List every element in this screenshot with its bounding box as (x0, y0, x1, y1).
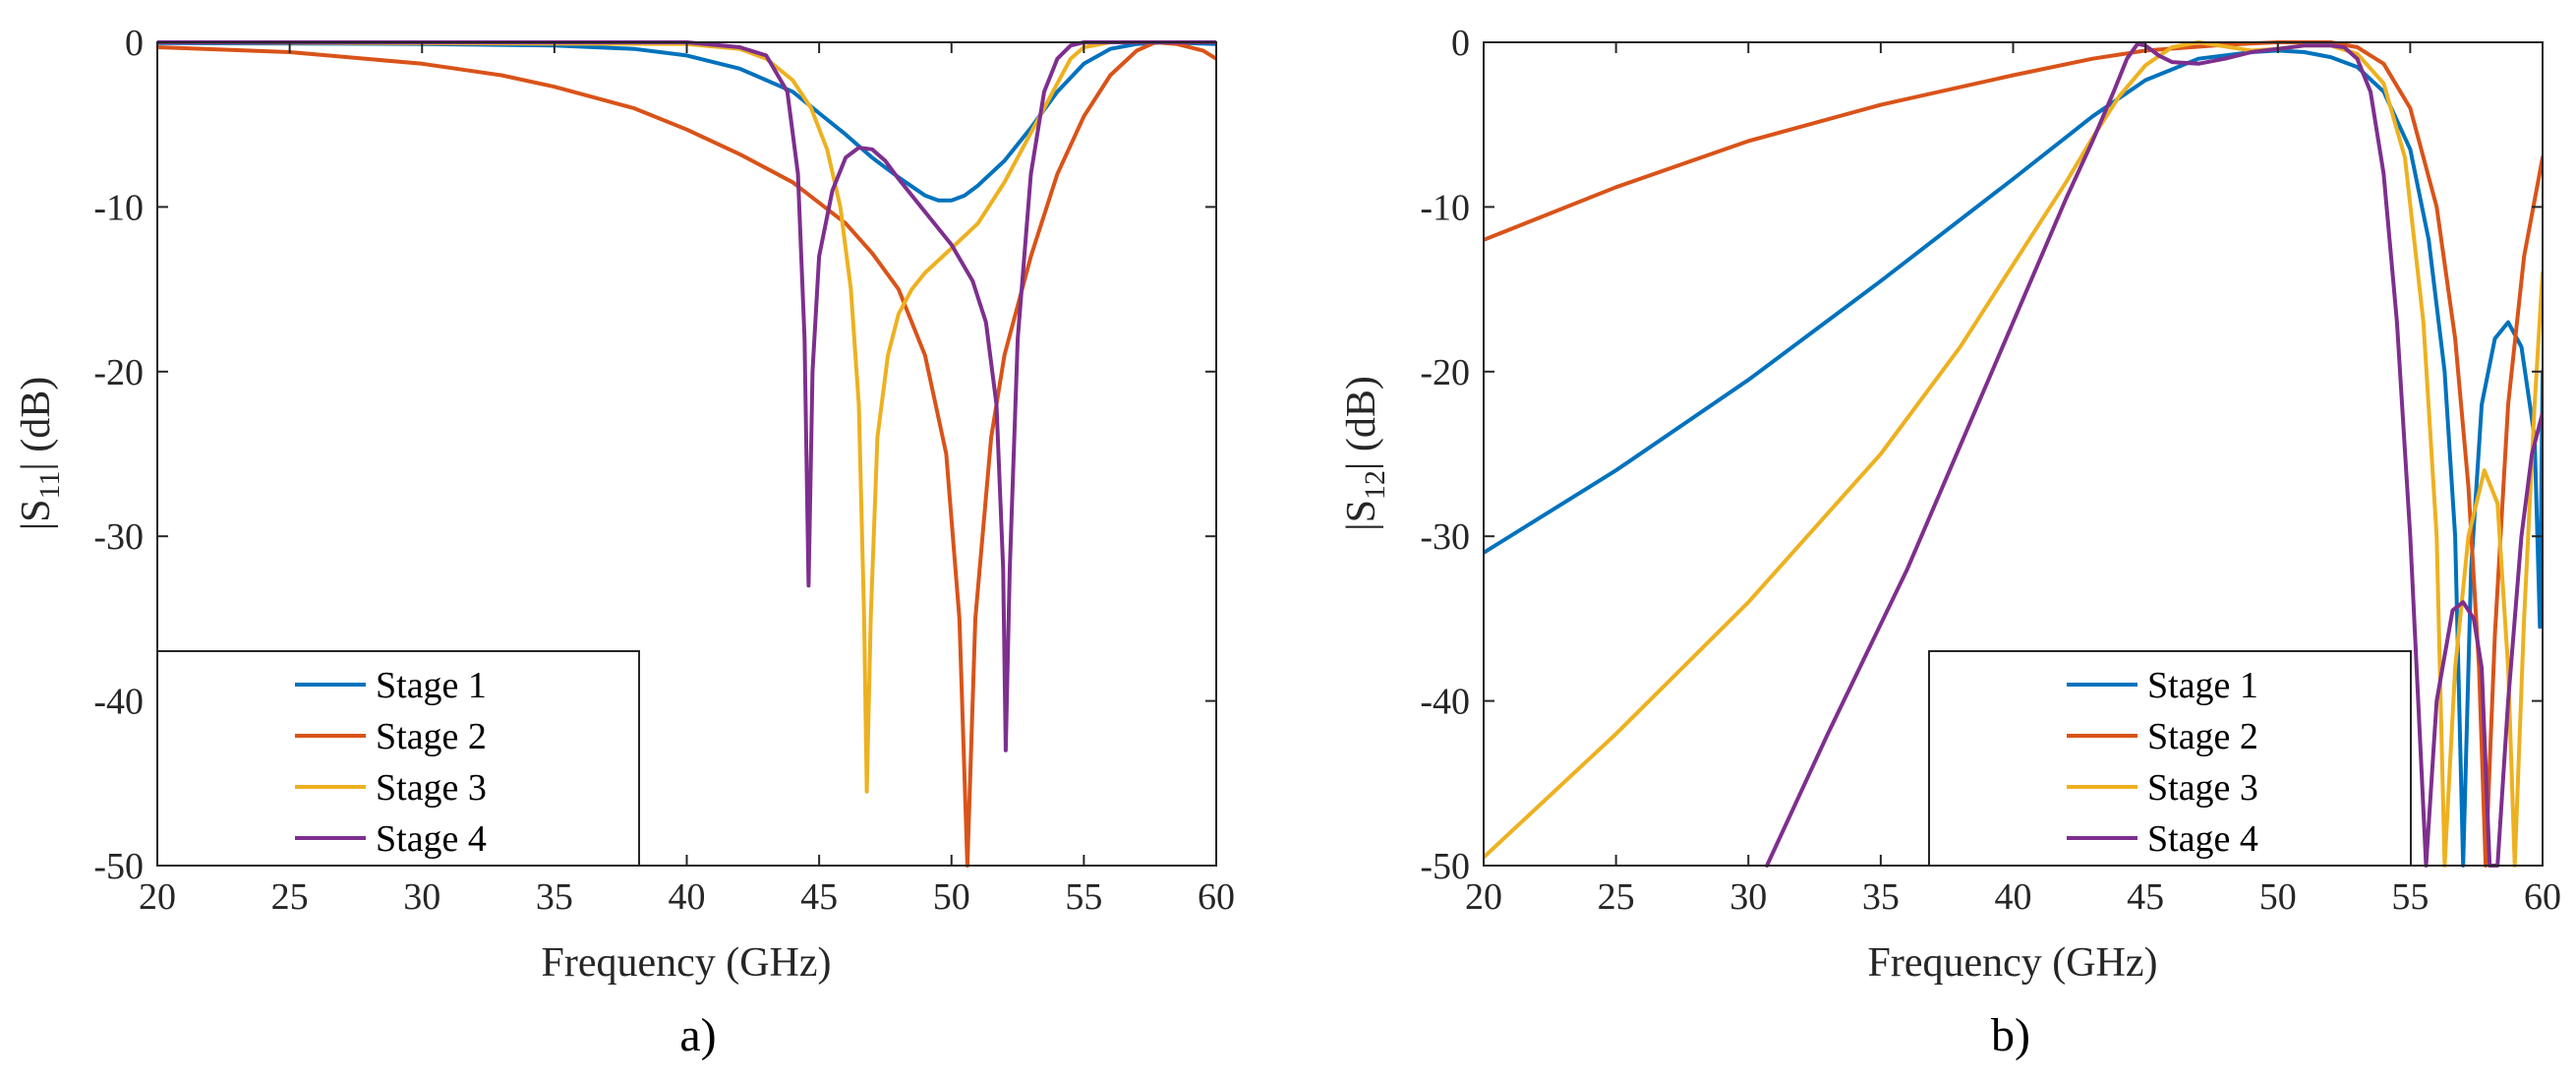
y-tick-label: -40 (1420, 682, 1470, 723)
series-line-1 (1484, 48, 2543, 868)
y-axis-label-sub: 11 (33, 471, 66, 500)
legend-label-2: Stage 2 (2147, 716, 2258, 757)
x-axis-label: Frequency (GHz) (1867, 940, 2157, 986)
series-line-3 (157, 40, 1216, 794)
legend-label-3: Stage 3 (376, 767, 487, 809)
legend-label-3: Stage 3 (2147, 767, 2258, 809)
legend-box (1928, 650, 2412, 867)
legend-label-4: Stage 4 (376, 818, 487, 860)
y-tick-label: -50 (1420, 846, 1470, 887)
series-line-2 (157, 40, 1216, 868)
y-axis-label-prefix: |S (14, 500, 59, 531)
curves (1484, 40, 2543, 868)
x-tick-label: 25 (271, 876, 309, 918)
x-tick-label: 25 (1598, 876, 1635, 918)
y-axis-label: |S11| (dB) (14, 377, 66, 531)
legend-label-4: Stage 4 (2147, 818, 2258, 860)
x-tick-label: 35 (536, 876, 573, 918)
x-tick-label: 45 (2127, 876, 2164, 918)
x-tick-label: 50 (2259, 876, 2297, 918)
series-line-4 (1765, 41, 2543, 868)
x-tick-label: 60 (2524, 876, 2561, 918)
x-tick-label: 30 (1729, 876, 1767, 918)
x-tick-label: 55 (1065, 876, 1102, 918)
legend[interactable]: Stage 1 Stage 2 Stage 3 Stage 4 (156, 650, 640, 867)
x-tick-label: 55 (2391, 876, 2429, 918)
legend[interactable]: Stage 1 Stage 2 Stage 3 Stage 4 (1928, 650, 2412, 867)
legend-box (156, 650, 640, 867)
legend-label-2: Stage 2 (376, 716, 487, 757)
legend-label-1: Stage 1 (2147, 665, 2258, 706)
y-tick-label: -20 (93, 352, 144, 393)
y-axis-label-suffix: | (dB) (1339, 376, 1384, 470)
series-line-1 (157, 40, 1216, 203)
x-tick-label: 20 (139, 876, 176, 918)
y-axis-label-suffix: | (dB) (14, 377, 59, 471)
legend-label-1: Stage 1 (376, 665, 487, 706)
x-tick-label: 40 (1995, 876, 2032, 918)
y-tick-label: 0 (125, 23, 144, 64)
y-tick-label: -30 (1420, 516, 1470, 558)
curves (157, 40, 1216, 868)
x-tick-label: 50 (933, 876, 970, 918)
panel-label: a) (679, 1009, 716, 1061)
x-tick-label: 60 (1198, 876, 1235, 918)
y-tick-label: -30 (93, 516, 144, 558)
ticks: 20 25 30 35 40 45 50 55 60 0 -10 -20 -30 -40 -50 (93, 23, 1235, 918)
y-tick-label: -10 (93, 187, 144, 228)
y-tick-label: -50 (93, 846, 144, 887)
x-tick-label: 35 (1862, 876, 1900, 918)
panel-a: 20 25 30 35 40 45 50 55 60 0 -10 -20 -30 -40 -50 Stage… (14, 23, 1235, 1061)
series-line-2 (1484, 40, 2543, 868)
ticks: 20 25 30 35 40 45 50 55 60 0 -10 -20 -30 -40 -50 (1420, 23, 2561, 918)
panel-b: 20 25 30 35 40 45 50 55 60 0 -10 -20 -30 -40 -50 Stage… (1339, 23, 2561, 1061)
legend-items: Stage 1 Stage 2 Stage 3 Stage 4 (2067, 665, 2258, 860)
y-tick-label: 0 (1451, 23, 1470, 64)
x-tick-label: 45 (800, 876, 838, 918)
x-tick-label: 20 (1465, 876, 1502, 918)
panel-label: b) (1991, 1009, 2030, 1061)
y-tick-label: -40 (93, 682, 144, 723)
y-axis-label-sub: 12 (1359, 470, 1391, 500)
x-tick-label: 30 (403, 876, 440, 918)
series-line-4 (157, 40, 1216, 752)
y-axis-label: |S12| (dB) (1339, 376, 1391, 531)
y-axis-label-prefix: |S (1339, 500, 1384, 531)
x-tick-label: 40 (669, 876, 706, 918)
x-axis-label: Frequency (GHz) (541, 940, 831, 986)
legend-items: Stage 1 Stage 2 Stage 3 Stage 4 (295, 665, 487, 860)
y-tick-label: -20 (1420, 352, 1470, 393)
y-tick-label: -10 (1420, 187, 1470, 228)
